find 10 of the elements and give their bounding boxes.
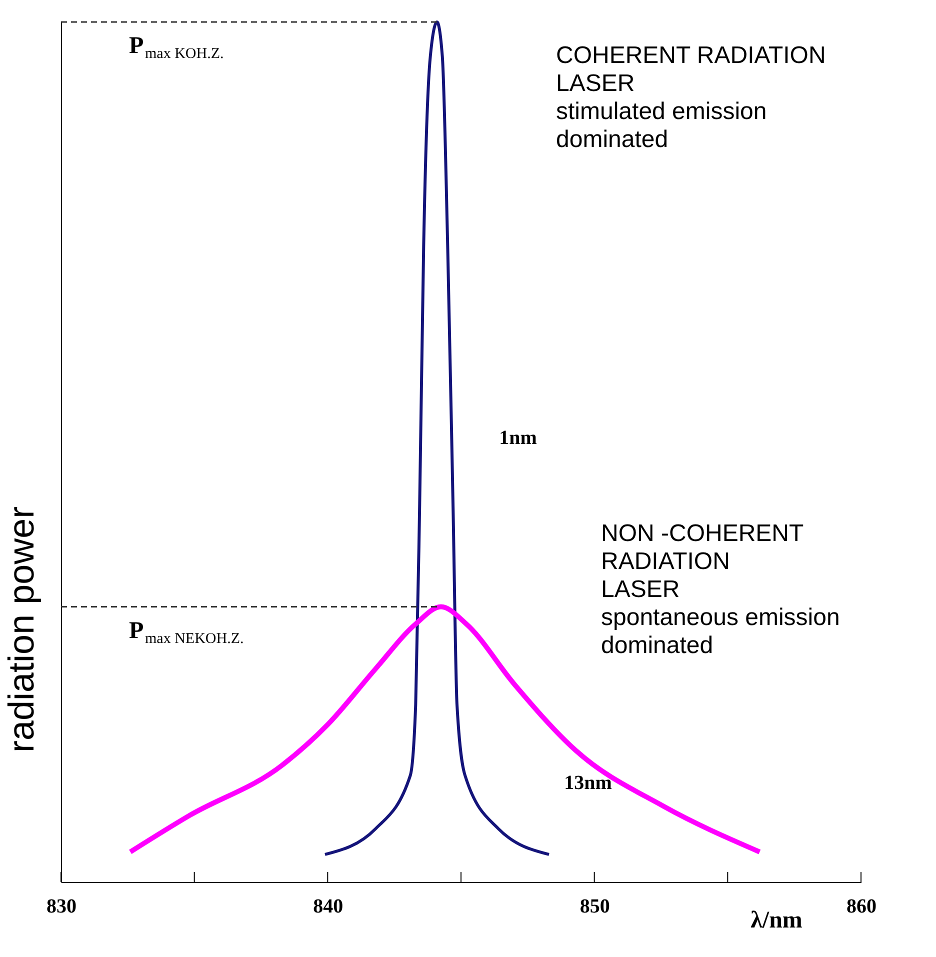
y-axis-title: radiation power bbox=[0, 506, 42, 752]
annotation: COHERENT RADIATION LASER stimulated emission dominated bbox=[556, 42, 826, 153]
annotation: NON -COHERENT RADIATION LASER spontaneous emission dominated bbox=[601, 520, 840, 659]
annotation: 1nm bbox=[499, 427, 538, 449]
x-tick-label: 830 bbox=[46, 896, 76, 918]
x-tick-label: 850 bbox=[580, 896, 610, 918]
x-axis-title: λ/nm bbox=[750, 908, 802, 934]
x-tick-label: 860 bbox=[846, 896, 876, 918]
annotation: 13nm bbox=[564, 772, 612, 794]
x-tick-label: 840 bbox=[313, 896, 344, 918]
